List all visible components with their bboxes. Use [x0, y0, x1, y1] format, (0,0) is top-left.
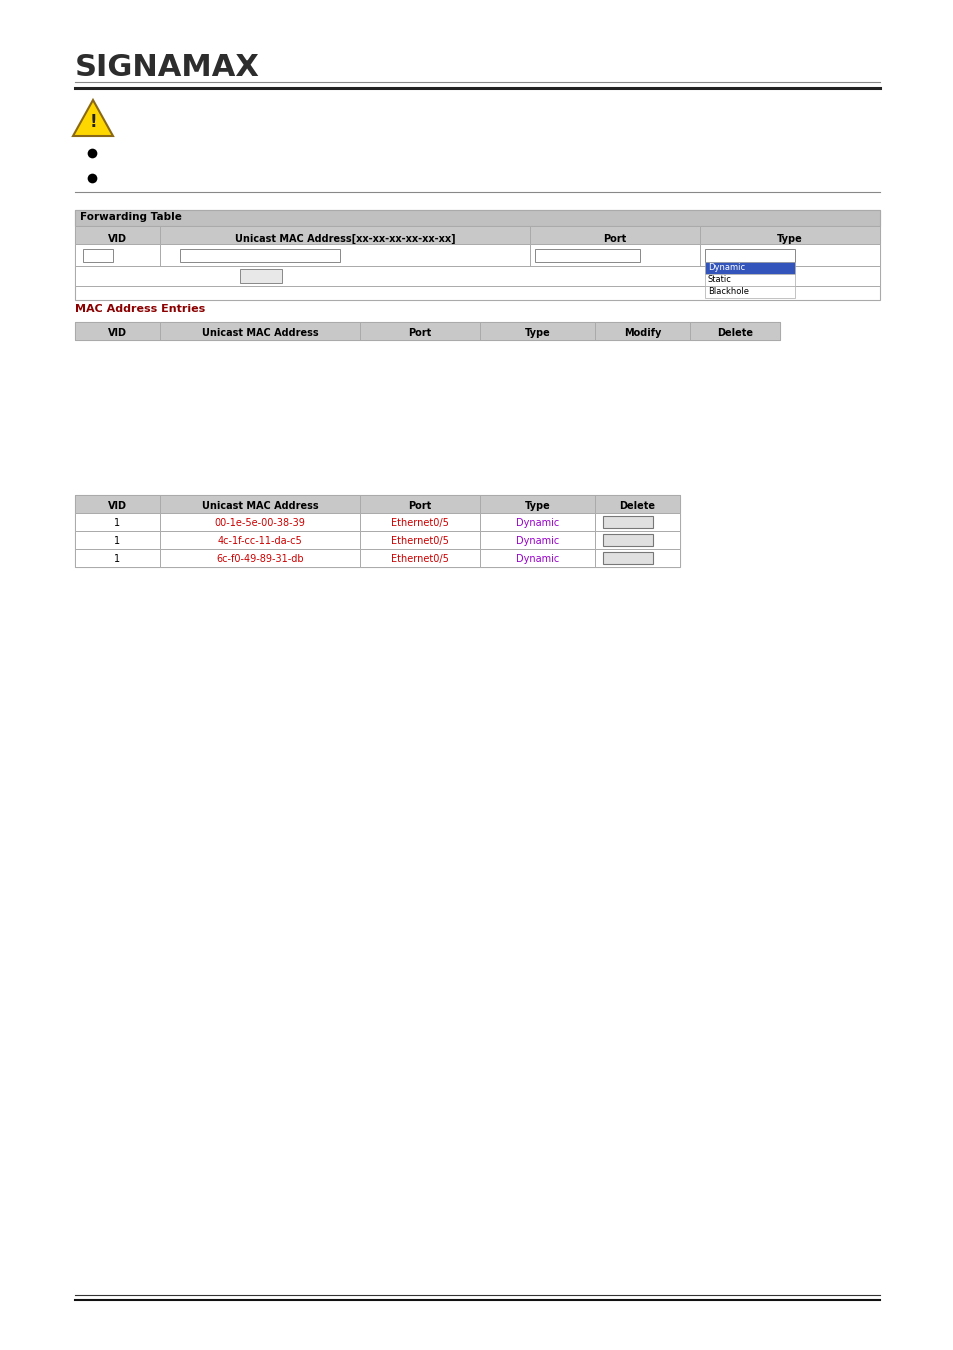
Bar — [704, 274, 794, 286]
Bar — [75, 266, 879, 286]
Text: 1: 1 — [87, 250, 93, 261]
Text: Modify: Modify — [623, 328, 660, 338]
Text: Dynamic: Dynamic — [707, 263, 744, 271]
Text: Delete: Delete — [613, 536, 642, 545]
Text: ▾: ▾ — [105, 251, 110, 261]
Bar — [479, 495, 595, 513]
Bar — [160, 549, 359, 567]
Bar — [359, 323, 479, 340]
Text: Static: Static — [707, 275, 731, 284]
Bar — [704, 262, 794, 274]
Bar — [595, 549, 679, 567]
Text: 1: 1 — [114, 536, 120, 545]
Text: Delete: Delete — [613, 554, 642, 563]
Text: Port: Port — [602, 234, 626, 244]
Bar — [602, 516, 652, 528]
Text: Ethernet0/5: Ethernet0/5 — [391, 536, 449, 545]
Text: Blackhole: Blackhole — [707, 288, 748, 296]
Bar — [704, 286, 794, 298]
Bar — [75, 513, 160, 531]
Bar — [75, 323, 780, 340]
Bar — [75, 495, 160, 513]
Bar — [75, 323, 160, 340]
Text: SIGNAMAX: SIGNAMAX — [75, 54, 259, 82]
Text: VID: VID — [108, 501, 127, 512]
Bar — [75, 225, 160, 244]
Bar — [359, 549, 479, 567]
Text: Delete: Delete — [613, 518, 642, 526]
Bar — [240, 269, 282, 284]
Bar — [700, 244, 879, 266]
Text: Type: Type — [524, 328, 550, 338]
Text: 00-1e-5e-00-38-39: 00-1e-5e-00-38-39 — [214, 518, 305, 528]
Bar — [595, 531, 679, 549]
Bar — [359, 495, 479, 513]
Bar — [530, 225, 700, 244]
Bar — [160, 323, 359, 340]
Bar — [359, 513, 479, 531]
Bar — [595, 513, 679, 531]
Text: Unicast MAC Address[xx-xx-xx-xx-xx-xx]: Unicast MAC Address[xx-xx-xx-xx-xx-xx] — [234, 234, 455, 244]
Text: 6c-f0-49-89-31-db: 6c-f0-49-89-31-db — [216, 554, 303, 564]
Bar — [704, 248, 794, 262]
Text: !: ! — [89, 113, 96, 131]
Bar — [359, 531, 479, 549]
Bar — [75, 211, 879, 300]
Text: Dynamic: Dynamic — [516, 536, 558, 545]
Text: Ethernet01: Ethernet01 — [538, 251, 589, 261]
Text: Dynamic: Dynamic — [516, 518, 558, 528]
Text: 1: 1 — [114, 554, 120, 564]
Bar — [595, 495, 679, 513]
Text: Delete: Delete — [618, 501, 655, 512]
Bar — [75, 495, 679, 567]
Bar — [160, 244, 530, 266]
Text: Ethernet0/5: Ethernet0/5 — [391, 518, 449, 528]
Text: ▾: ▾ — [631, 251, 636, 261]
Bar — [75, 211, 879, 225]
Text: ▾: ▾ — [786, 251, 790, 261]
Text: VID: VID — [108, 234, 127, 244]
Bar — [602, 535, 652, 545]
Bar — [160, 225, 530, 244]
Bar — [180, 248, 339, 262]
Text: 4c-1f-cc-11-da-c5: 4c-1f-cc-11-da-c5 — [217, 536, 302, 545]
Bar — [75, 549, 160, 567]
Bar — [75, 531, 160, 549]
Text: Unicast MAC Address: Unicast MAC Address — [201, 328, 318, 338]
Text: ™: ™ — [243, 58, 253, 68]
Bar — [479, 549, 595, 567]
Bar — [160, 495, 359, 513]
Bar — [595, 323, 689, 340]
Text: MAC Address Entries: MAC Address Entries — [75, 304, 205, 315]
Bar — [83, 248, 112, 262]
Bar — [530, 244, 700, 266]
Bar — [479, 513, 595, 531]
Text: Apply: Apply — [248, 271, 274, 281]
Text: 1: 1 — [114, 518, 120, 528]
Bar — [700, 225, 879, 244]
Text: Unicast MAC Address: Unicast MAC Address — [201, 501, 318, 512]
Text: Port: Port — [408, 328, 431, 338]
Text: Static: Static — [708, 251, 735, 261]
Bar — [160, 513, 359, 531]
Bar — [479, 323, 595, 340]
Bar — [602, 552, 652, 564]
Bar — [479, 531, 595, 549]
Bar — [160, 531, 359, 549]
Bar — [75, 244, 160, 266]
Text: VID: VID — [108, 328, 127, 338]
Text: Forwarding Table: Forwarding Table — [80, 212, 182, 221]
Text: Type: Type — [777, 234, 802, 244]
Text: Ethernet0/5: Ethernet0/5 — [391, 554, 449, 564]
Text: Delete: Delete — [717, 328, 752, 338]
Text: Dynamic: Dynamic — [516, 554, 558, 564]
Polygon shape — [73, 100, 112, 136]
Bar — [689, 323, 780, 340]
Text: Port: Port — [408, 501, 431, 512]
Text: Type: Type — [524, 501, 550, 512]
Bar — [535, 248, 639, 262]
